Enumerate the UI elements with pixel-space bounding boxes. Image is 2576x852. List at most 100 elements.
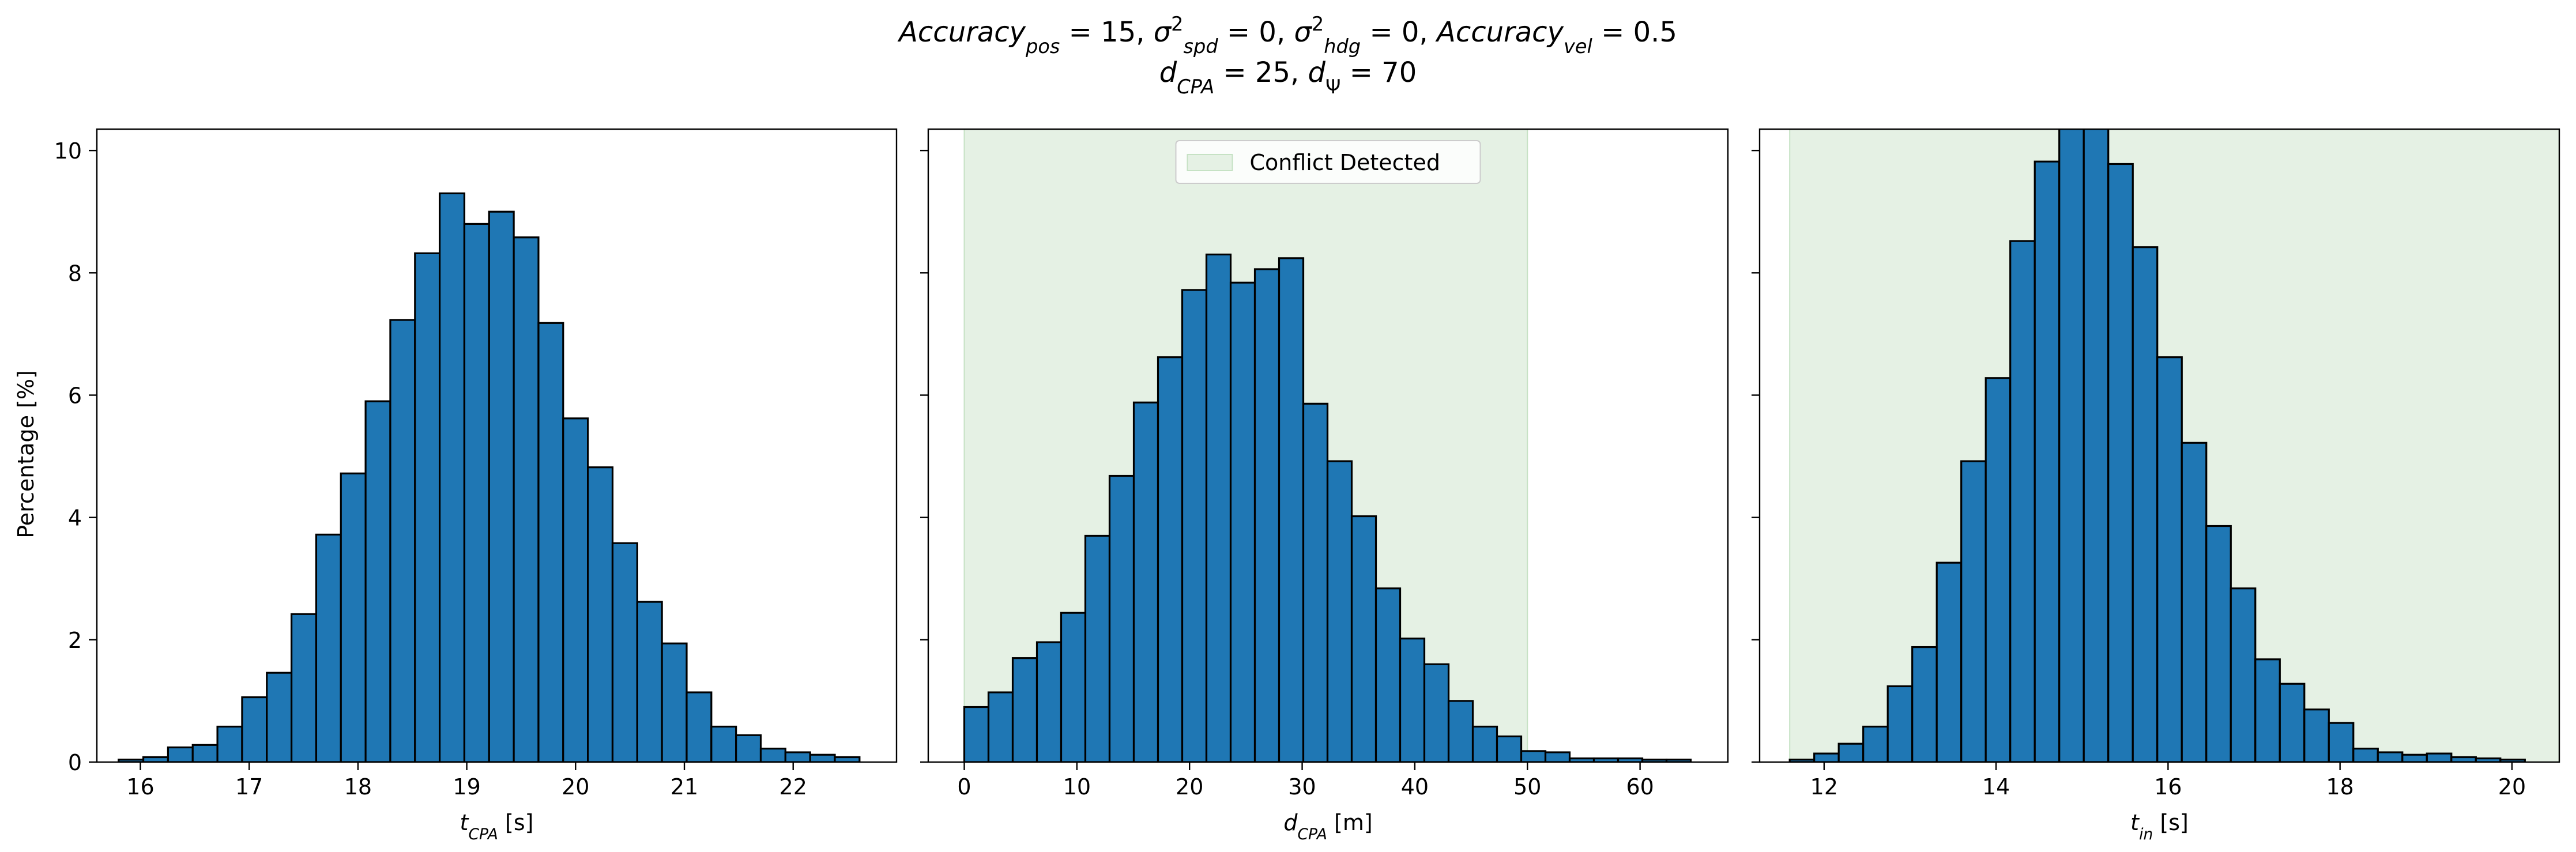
x-tick-label: 16 (2154, 774, 2182, 800)
x-tick-label: 12 (1810, 774, 1838, 800)
histogram-bar (1960, 460, 1987, 762)
histogram-bar (1447, 700, 1474, 762)
x-tick-label: 20 (562, 774, 589, 800)
histogram-bar (439, 192, 466, 762)
histogram-bar (1374, 587, 1402, 762)
histogram-bar (834, 756, 861, 762)
histogram-bar (759, 748, 786, 762)
histogram-bar (1205, 253, 1232, 762)
histogram-bar (1302, 402, 1329, 762)
x-tick-label: 30 (1288, 774, 1316, 800)
histogram-bar (463, 223, 490, 762)
figure-title-line2: dCPA = 25, dΨ = 70 (1159, 56, 1417, 98)
x-tick-label: 50 (1513, 774, 1541, 800)
histogram-bar (2303, 708, 2330, 762)
histogram-bar (1423, 663, 1450, 762)
histogram-bar (1471, 725, 1498, 762)
histogram-bar (1035, 641, 1063, 762)
histogram-bar (537, 322, 564, 762)
histogram-bar (636, 601, 663, 762)
histogram-bar (2180, 442, 2208, 762)
histogram-bar (2107, 163, 2134, 762)
histogram-bar (1060, 612, 1087, 762)
legend-label: Conflict Detected (1250, 150, 1440, 175)
histogram-bar (2058, 129, 2085, 762)
histogram-bar (2426, 752, 2453, 762)
histogram-bar (2352, 748, 2379, 762)
histogram-bar (167, 746, 194, 762)
x-tick-label: 16 (126, 774, 154, 800)
histogram-bar (1496, 735, 1523, 762)
histogram-bar (1084, 534, 1111, 762)
x-tick-label: 17 (235, 774, 263, 800)
histogram-bar (1278, 257, 1305, 762)
histogram-bar (364, 400, 391, 762)
histogram-bar (1837, 742, 1865, 762)
histogram-bar (1229, 281, 1256, 762)
histogram-bar (290, 613, 318, 762)
histogram-bar (241, 696, 268, 762)
histogram-bar (611, 542, 638, 762)
y-tick-label: 0 (68, 750, 82, 775)
histogram-bar (340, 472, 367, 762)
histogram-bar (488, 210, 515, 762)
histogram-bar (2205, 525, 2232, 762)
y-axis-label: Percentage [%] (13, 370, 39, 538)
x-tick-label: 10 (1063, 774, 1091, 800)
plot-frame (96, 128, 898, 763)
x-tick-label: 18 (344, 774, 372, 800)
histogram-bar (1813, 752, 1840, 762)
histogram-bar (2082, 129, 2110, 762)
histogram-bar (1011, 657, 1038, 762)
histogram-bar (1886, 685, 1914, 762)
histogram-bar (315, 533, 342, 762)
histogram-bar (809, 753, 836, 762)
legend: Conflict Detected (1175, 140, 1481, 184)
histogram-bar (1253, 268, 1281, 762)
histogram-bar (2156, 356, 2183, 762)
histogram-bar (1108, 474, 1135, 762)
histogram-bar (2328, 722, 2355, 762)
histogram-bar (1984, 377, 2012, 762)
histogram-bar (735, 734, 762, 762)
y-tick-label: 8 (68, 261, 82, 286)
panel-2: 0 10 20 30 40 50 60 dCPA [m] Conflict Detected (920, 128, 1729, 843)
histogram-bar (710, 725, 737, 762)
histogram-bar (414, 252, 441, 762)
histogram-bar (2450, 756, 2477, 762)
histogram-bar (2401, 753, 2428, 762)
histogram-bar (389, 319, 416, 762)
histogram-bar (1862, 725, 1889, 762)
y-tick-label: 4 (68, 506, 82, 531)
legend-swatch (1187, 154, 1233, 171)
x-tick-label: 22 (779, 774, 807, 800)
histogram-bar (784, 751, 811, 762)
histogram-bar (191, 744, 219, 762)
x-tick-label: 21 (671, 774, 698, 800)
panel-1: 16 17 18 19 20 21 22 0 2 4 6 8 10 tCPA [s] (54, 128, 898, 843)
histogram-bar (1181, 289, 1208, 762)
histogram-bar (587, 466, 614, 762)
figure-title-line1: Accuracypos = 15, σ2spd = 0, σ2hdg = 0, … (897, 13, 1677, 58)
histogram-bar (562, 417, 589, 762)
histogram-bar (266, 672, 293, 762)
plot-frame (927, 128, 1729, 763)
panel-3: 12 14 16 18 20 tin [s] (1752, 128, 2560, 843)
x-axis-label: tCPA [s] (460, 810, 534, 843)
histogram-bar (963, 706, 990, 762)
x-tick-label: 40 (1401, 774, 1429, 800)
histogram-bar (1544, 751, 1571, 762)
histogram-bar (987, 691, 1014, 762)
x-tick-label: 60 (1626, 774, 1654, 800)
histogram-bar (2229, 587, 2257, 762)
x-axis-label: dCPA [m] (1283, 810, 1372, 843)
y-tick-label: 10 (54, 138, 82, 164)
histogram-bar (1350, 515, 1377, 762)
x-tick-label: 20 (1176, 774, 1203, 800)
histogram-bar (2279, 683, 2306, 762)
histogram-bar (513, 236, 540, 762)
x-tick-label: 20 (2498, 774, 2526, 800)
histogram-bar (2377, 751, 2404, 762)
histogram-bar (142, 756, 170, 762)
